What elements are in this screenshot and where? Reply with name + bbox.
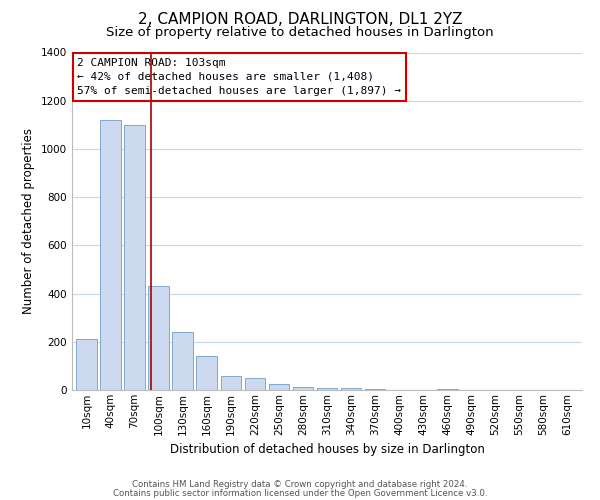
Bar — [221, 376, 241, 390]
Bar — [293, 387, 313, 390]
Bar — [437, 389, 458, 390]
Bar — [148, 286, 169, 390]
Bar — [76, 340, 97, 390]
Text: 2, CAMPION ROAD, DARLINGTON, DL1 2YZ: 2, CAMPION ROAD, DARLINGTON, DL1 2YZ — [138, 12, 462, 28]
Text: Size of property relative to detached houses in Darlington: Size of property relative to detached ho… — [106, 26, 494, 39]
Text: Contains public sector information licensed under the Open Government Licence v3: Contains public sector information licen… — [113, 488, 487, 498]
Bar — [341, 388, 361, 390]
Text: 2 CAMPION ROAD: 103sqm
← 42% of detached houses are smaller (1,408)
57% of semi-: 2 CAMPION ROAD: 103sqm ← 42% of detached… — [77, 58, 401, 96]
Bar — [317, 388, 337, 390]
Bar — [365, 388, 385, 390]
Bar — [100, 120, 121, 390]
Bar — [245, 378, 265, 390]
Bar — [196, 356, 217, 390]
X-axis label: Distribution of detached houses by size in Darlington: Distribution of detached houses by size … — [170, 443, 484, 456]
Text: Contains HM Land Registry data © Crown copyright and database right 2024.: Contains HM Land Registry data © Crown c… — [132, 480, 468, 489]
Bar — [172, 332, 193, 390]
Bar — [124, 125, 145, 390]
Y-axis label: Number of detached properties: Number of detached properties — [22, 128, 35, 314]
Bar — [269, 384, 289, 390]
